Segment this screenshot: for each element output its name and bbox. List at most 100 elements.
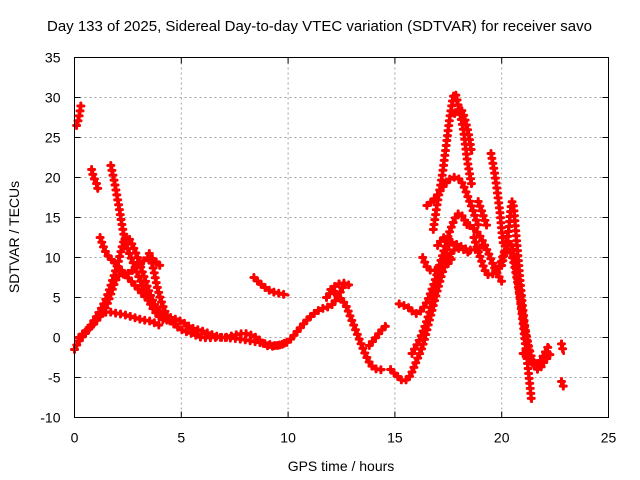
data-point-marker — [465, 196, 475, 206]
data-point-marker — [477, 206, 487, 216]
data-point-marker — [97, 237, 107, 247]
data-point-marker — [136, 262, 146, 272]
data-point-marker — [417, 344, 427, 354]
series-arc-13 — [364, 321, 390, 350]
data-point-marker — [134, 257, 144, 267]
data-point-marker — [349, 320, 359, 330]
data-point-marker — [198, 326, 208, 336]
data-point-marker — [452, 239, 462, 249]
data-point-marker — [104, 285, 114, 295]
x-tick-label: 15 — [387, 430, 403, 446]
data-point-marker — [88, 169, 98, 179]
data-point-marker — [445, 227, 455, 237]
x-tick-label: 20 — [494, 430, 510, 446]
data-point-marker — [142, 281, 152, 291]
series-arc-26 — [497, 236, 536, 403]
data-point-marker — [439, 254, 449, 264]
series-arc-28 — [557, 339, 568, 355]
y-tick-label: 10 — [45, 250, 61, 266]
y-tick-label: 15 — [45, 210, 61, 226]
y-tick-label: 0 — [53, 330, 61, 346]
data-point-marker — [435, 264, 445, 274]
series-arc-21 — [450, 105, 476, 155]
series-arc-27 — [518, 342, 553, 370]
data-point-marker — [393, 372, 403, 382]
series-arc-10 — [249, 273, 290, 299]
data-point-marker — [181, 327, 191, 337]
data-point-marker — [558, 381, 568, 391]
data-point-marker — [461, 187, 471, 197]
y-axis-label: SDTVAR / TECUs — [6, 181, 22, 293]
data-point-marker — [127, 239, 137, 249]
data-point-marker — [448, 217, 458, 227]
data-point-marker — [442, 245, 452, 255]
data-point-marker — [449, 245, 459, 255]
data-point-marker — [93, 183, 103, 193]
series-arc-7 — [80, 233, 172, 338]
data-point-marker — [264, 285, 274, 295]
series-arc-19 — [422, 172, 483, 230]
data-point-marker — [133, 284, 143, 294]
data-point-marker — [110, 266, 120, 276]
data-point-marker — [158, 302, 168, 312]
data-point-marker — [420, 321, 430, 331]
data-point-marker — [124, 248, 134, 258]
data-point-marker — [478, 211, 488, 221]
y-tick-label: 25 — [45, 130, 61, 146]
data-point-marker — [426, 197, 436, 207]
data-point-marker — [480, 215, 490, 225]
data-point-marker — [155, 292, 165, 302]
data-point-marker — [252, 276, 262, 286]
data-point-marker — [401, 375, 411, 385]
data-point-marker — [107, 275, 117, 285]
data-point-marker — [411, 358, 421, 368]
data-point-marker — [418, 326, 428, 336]
data-point-marker — [421, 317, 431, 327]
x-tick-label: 25 — [601, 430, 617, 446]
data-point-marker — [471, 215, 481, 225]
data-point-marker — [472, 242, 482, 252]
data-point-marker — [347, 315, 357, 325]
data-point-marker — [407, 367, 417, 377]
data-point-marker — [418, 253, 428, 262]
data-point-marker — [473, 220, 483, 230]
data-point-marker — [186, 328, 196, 338]
x-tick-label: 5 — [177, 430, 185, 446]
data-point-marker — [409, 362, 419, 372]
data-point-marker — [449, 172, 459, 182]
data-point-marker — [277, 339, 287, 349]
data-point-marker — [469, 233, 479, 242]
data-point-marker — [130, 280, 140, 290]
data-point-marker — [478, 261, 488, 271]
data-point-marker — [354, 334, 364, 344]
series-arc-2 — [72, 101, 86, 130]
data-point-marker — [89, 174, 99, 184]
data-point-marker — [131, 248, 141, 258]
data-point-marker — [166, 313, 176, 322]
data-point-marker — [480, 240, 490, 250]
data-point-marker — [249, 273, 259, 282]
data-point-marker — [557, 377, 566, 386]
x-tick-label: 0 — [71, 430, 79, 446]
data-point-marker — [506, 240, 516, 250]
data-point-marker — [141, 276, 151, 286]
data-point-marker — [351, 325, 361, 335]
data-point-marker — [377, 325, 387, 335]
data-point-marker — [441, 178, 451, 188]
data-point-marker — [446, 222, 456, 232]
data-point-marker — [103, 251, 113, 261]
data-point-marker — [468, 206, 478, 216]
data-point-marker — [486, 254, 496, 264]
data-point-marker — [144, 286, 154, 296]
data-point-marker — [344, 280, 354, 290]
data-point-marker — [356, 339, 366, 349]
data-point-marker — [335, 294, 345, 304]
data-point-marker — [466, 201, 476, 211]
data-point-marker — [475, 252, 485, 262]
data-point-marker — [469, 224, 479, 234]
data-point-marker — [482, 220, 492, 230]
data-point-marker — [445, 174, 455, 184]
data-point-marker — [154, 320, 164, 330]
data-point-marker — [484, 249, 494, 259]
